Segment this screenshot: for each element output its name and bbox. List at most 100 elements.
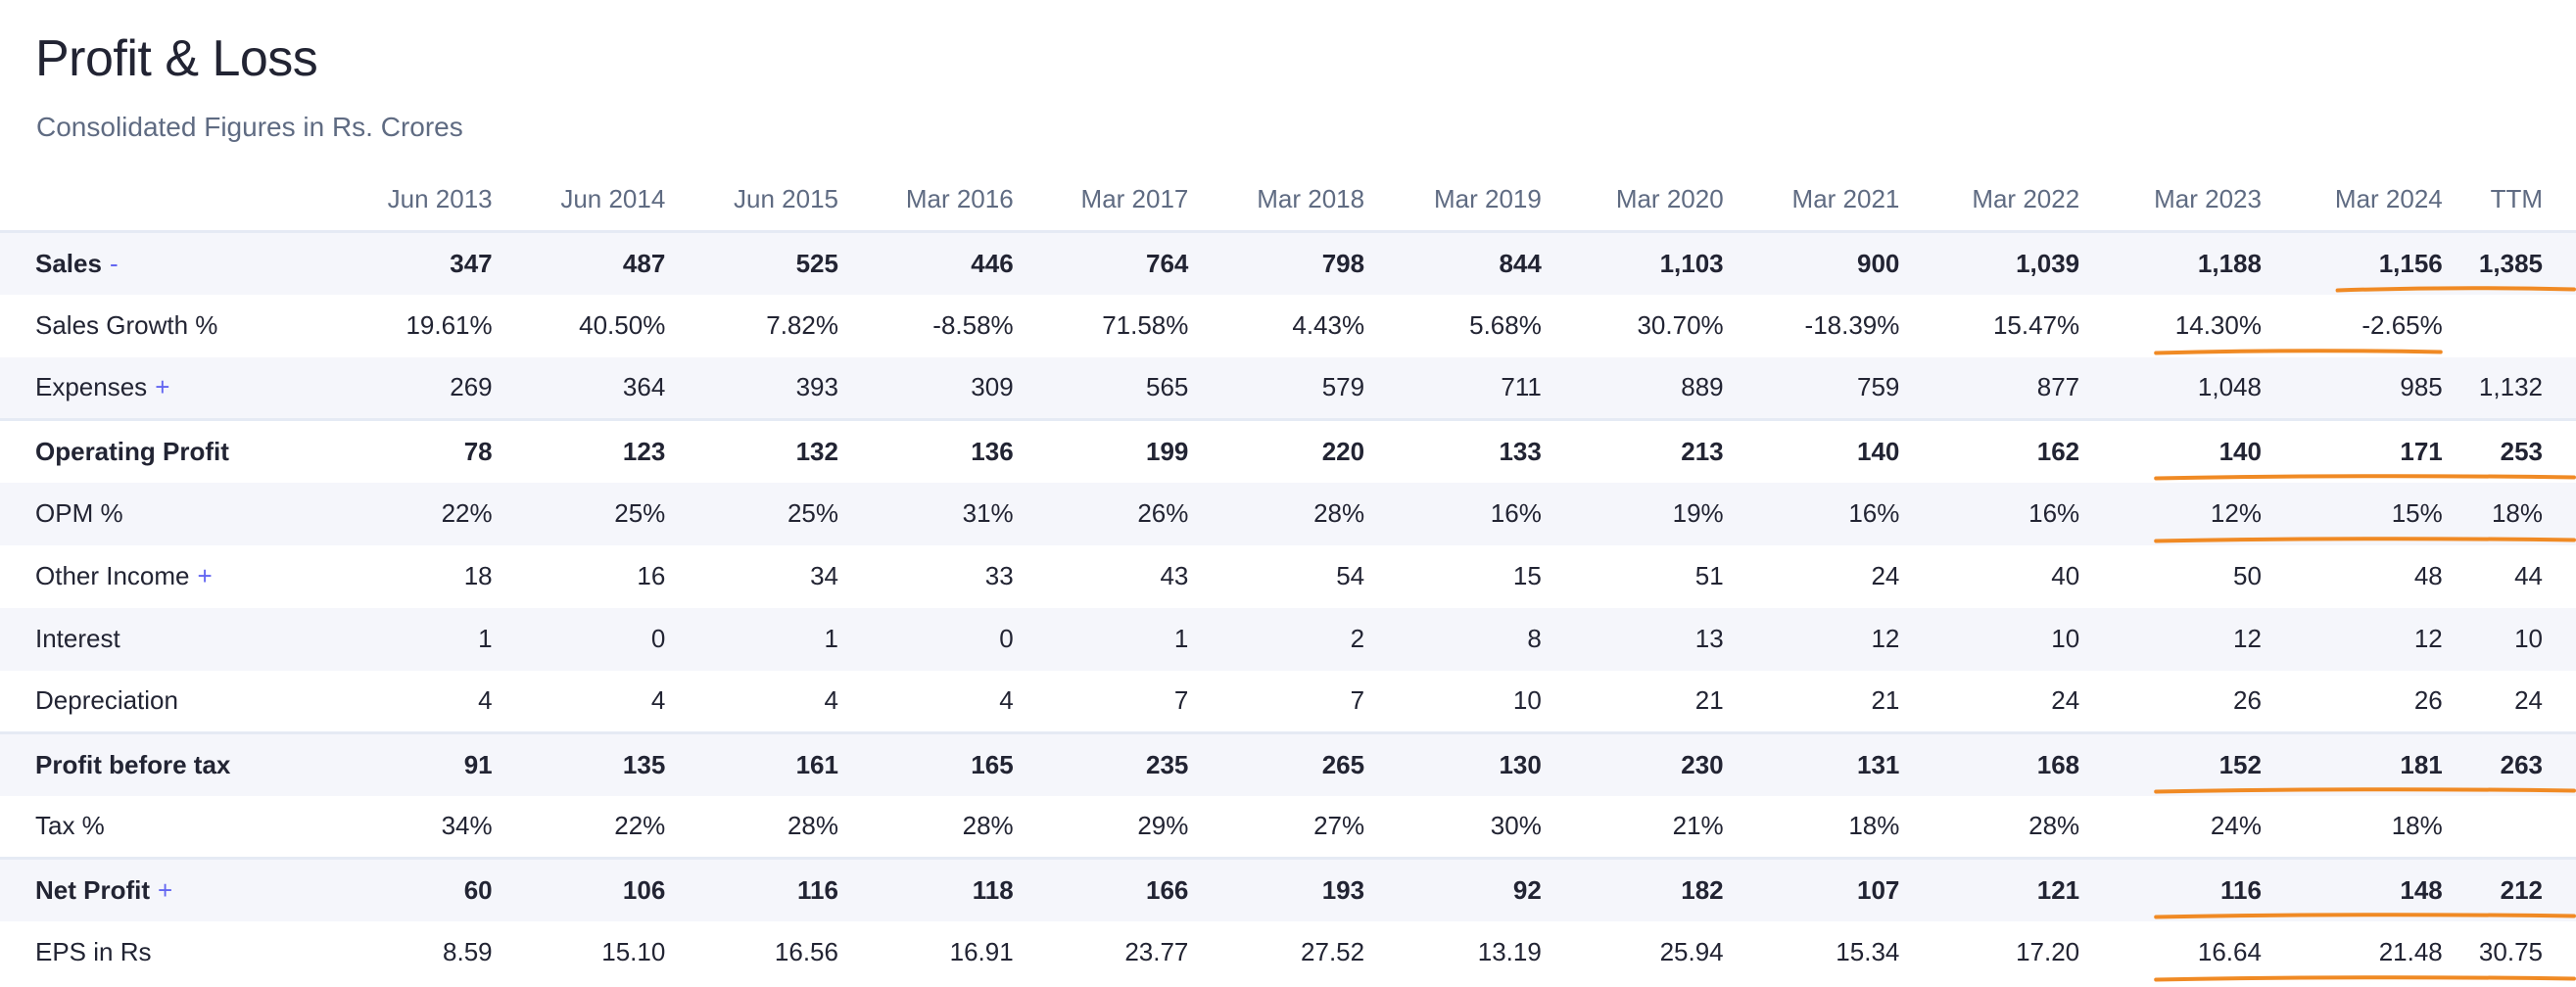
row-label: Tax % bbox=[0, 796, 328, 859]
column-header: Mar 2018 bbox=[1188, 167, 1365, 233]
column-header: Jun 2015 bbox=[665, 167, 838, 233]
table-cell: 135 bbox=[622, 749, 666, 779]
table-cell: 78 bbox=[463, 436, 493, 466]
table-cell: 171 bbox=[2400, 436, 2443, 466]
table-cell: 212 bbox=[2500, 874, 2543, 905]
table-cell: 16% bbox=[1848, 498, 1900, 528]
table-cell: 13.19 bbox=[1477, 937, 1542, 966]
table-cell bbox=[2443, 295, 2576, 357]
table-cell: 130 bbox=[1499, 749, 1542, 779]
row-label: Interest bbox=[0, 608, 328, 671]
table-cell: 18% bbox=[2391, 811, 2443, 841]
table-cell: 132 bbox=[795, 436, 838, 466]
table-cell: 0 bbox=[650, 624, 666, 653]
table-cell: 193 bbox=[1321, 874, 1365, 905]
row-label-text: Sales bbox=[35, 248, 102, 278]
table-cell: 1 bbox=[824, 624, 838, 653]
column-header: Mar 2020 bbox=[1541, 167, 1724, 233]
row-label[interactable]: Expenses + bbox=[0, 357, 328, 420]
table-cell: -2.65% bbox=[2361, 310, 2443, 340]
table-cell: 26 bbox=[2233, 685, 2262, 716]
table-cell: 116 bbox=[2220, 874, 2262, 905]
table-cell: 15% bbox=[2391, 498, 2443, 528]
table-cell: 8 bbox=[1527, 624, 1542, 653]
table-cell: 181 bbox=[2400, 749, 2443, 779]
table-cell: 40.50% bbox=[579, 310, 666, 340]
table-cell: 40 bbox=[2051, 561, 2080, 590]
table-cell: -18.39% bbox=[1804, 310, 1900, 340]
table-cell: 140 bbox=[1856, 436, 1900, 466]
table-cell: 7.82% bbox=[766, 310, 838, 340]
table-cell: 4 bbox=[650, 685, 666, 716]
column-header: Mar 2024 bbox=[2261, 167, 2443, 233]
table-cell: 263 bbox=[2500, 749, 2543, 779]
expand-toggle[interactable]: + bbox=[197, 561, 213, 590]
table-row: EPS in Rs 8.59 15.10 16.56 16.91 23.77 27.52 13… bbox=[0, 921, 2576, 984]
table-cell: 199 bbox=[1146, 436, 1189, 466]
table-cell: 60 bbox=[463, 874, 493, 905]
table-row: Profit before tax 91 135 161 165 235 265 130 230… bbox=[0, 732, 2576, 796]
table-cell: 166 bbox=[1146, 874, 1189, 905]
column-header: Mar 2023 bbox=[2079, 167, 2262, 233]
table-cell: 116 bbox=[797, 874, 838, 905]
table-cell: 347 bbox=[450, 248, 493, 278]
table-cell: 985 bbox=[2400, 372, 2443, 402]
table-cell: 12 bbox=[2233, 624, 2262, 653]
table-cell: 34% bbox=[441, 811, 493, 841]
table-cell: 24 bbox=[2051, 685, 2080, 716]
table-cell: 265 bbox=[1321, 749, 1365, 779]
table-cell: 43 bbox=[1160, 561, 1189, 590]
table-cell: 10 bbox=[1512, 685, 1542, 716]
row-label-text: OPM % bbox=[35, 498, 123, 528]
table-cell: 30.70% bbox=[1637, 310, 1724, 340]
row-label[interactable]: Net Profit + bbox=[0, 859, 328, 921]
page-subtitle: Consolidated Figures in Rs. Crores bbox=[36, 112, 463, 142]
collapse-toggle[interactable]: - bbox=[109, 248, 119, 278]
row-label: Operating Profit bbox=[0, 420, 328, 483]
table-cell: 10 bbox=[2051, 624, 2080, 653]
expand-toggle[interactable]: + bbox=[155, 372, 170, 402]
table-cell: 235 bbox=[1146, 749, 1189, 779]
column-header: Mar 2016 bbox=[837, 167, 1014, 233]
table-cell: 16.56 bbox=[774, 937, 838, 966]
table-row: Sales Growth % 19.61% 40.50% 7.82% -8.58% 71.… bbox=[0, 295, 2576, 357]
row-label[interactable]: Other Income + bbox=[0, 545, 328, 608]
table-cell: 1,385 bbox=[2478, 248, 2543, 278]
table-cell: 28% bbox=[1313, 498, 1365, 528]
table-cell: 25% bbox=[614, 498, 666, 528]
expand-toggle[interactable]: + bbox=[158, 874, 173, 905]
table-cell: 152 bbox=[2218, 749, 2262, 779]
table-cell: 10 bbox=[2514, 624, 2543, 653]
row-label: EPS in Rs bbox=[0, 921, 328, 984]
table-header-row: Jun 2013 Jun 2014 Jun 2015 Mar 2016 Mar 2017… bbox=[0, 167, 2576, 233]
table-cell: 30% bbox=[1490, 811, 1542, 841]
table-cell: 21 bbox=[1694, 685, 1724, 716]
table-body: Sales -347 487 525 446 764 798 844 1,103 900 1,039… bbox=[0, 231, 2576, 984]
table-cell: 759 bbox=[1856, 372, 1900, 402]
table-cell: 844 bbox=[1499, 248, 1542, 278]
table-cell: 8.59 bbox=[443, 937, 493, 966]
row-label: Profit before tax bbox=[0, 733, 328, 796]
table-cell: 28% bbox=[787, 811, 838, 841]
table-cell: 106 bbox=[622, 874, 666, 905]
table-cell: 19% bbox=[1672, 498, 1724, 528]
table-cell: 900 bbox=[1856, 248, 1900, 278]
table-cell: 21% bbox=[1672, 811, 1724, 841]
table-cell: 71.58% bbox=[1102, 310, 1189, 340]
table-cell: 24% bbox=[2210, 811, 2262, 841]
table-cell: 253 bbox=[2500, 436, 2543, 466]
table-cell: 5.68% bbox=[1469, 310, 1542, 340]
table-cell: 24 bbox=[2514, 685, 2543, 716]
table-cell: 123 bbox=[622, 436, 666, 466]
table-cell: 16% bbox=[2028, 498, 2080, 528]
table-cell: 711 bbox=[1501, 372, 1542, 402]
table-cell: 48 bbox=[2413, 561, 2443, 590]
table-cell: 15.34 bbox=[1836, 937, 1900, 966]
table-cell: 44 bbox=[2514, 561, 2543, 590]
table-cell: 133 bbox=[1499, 436, 1542, 466]
table-cell: 92 bbox=[1512, 874, 1542, 905]
table-row: Expenses +269 364 393 309 565 579 711 889 759 877 1… bbox=[0, 356, 2576, 420]
row-label[interactable]: Sales - bbox=[0, 232, 328, 295]
table-row: Net Profit +60 106 116 118 166 193 92 182 107 121 1… bbox=[0, 858, 2576, 921]
table-cell: 1 bbox=[1173, 624, 1189, 653]
